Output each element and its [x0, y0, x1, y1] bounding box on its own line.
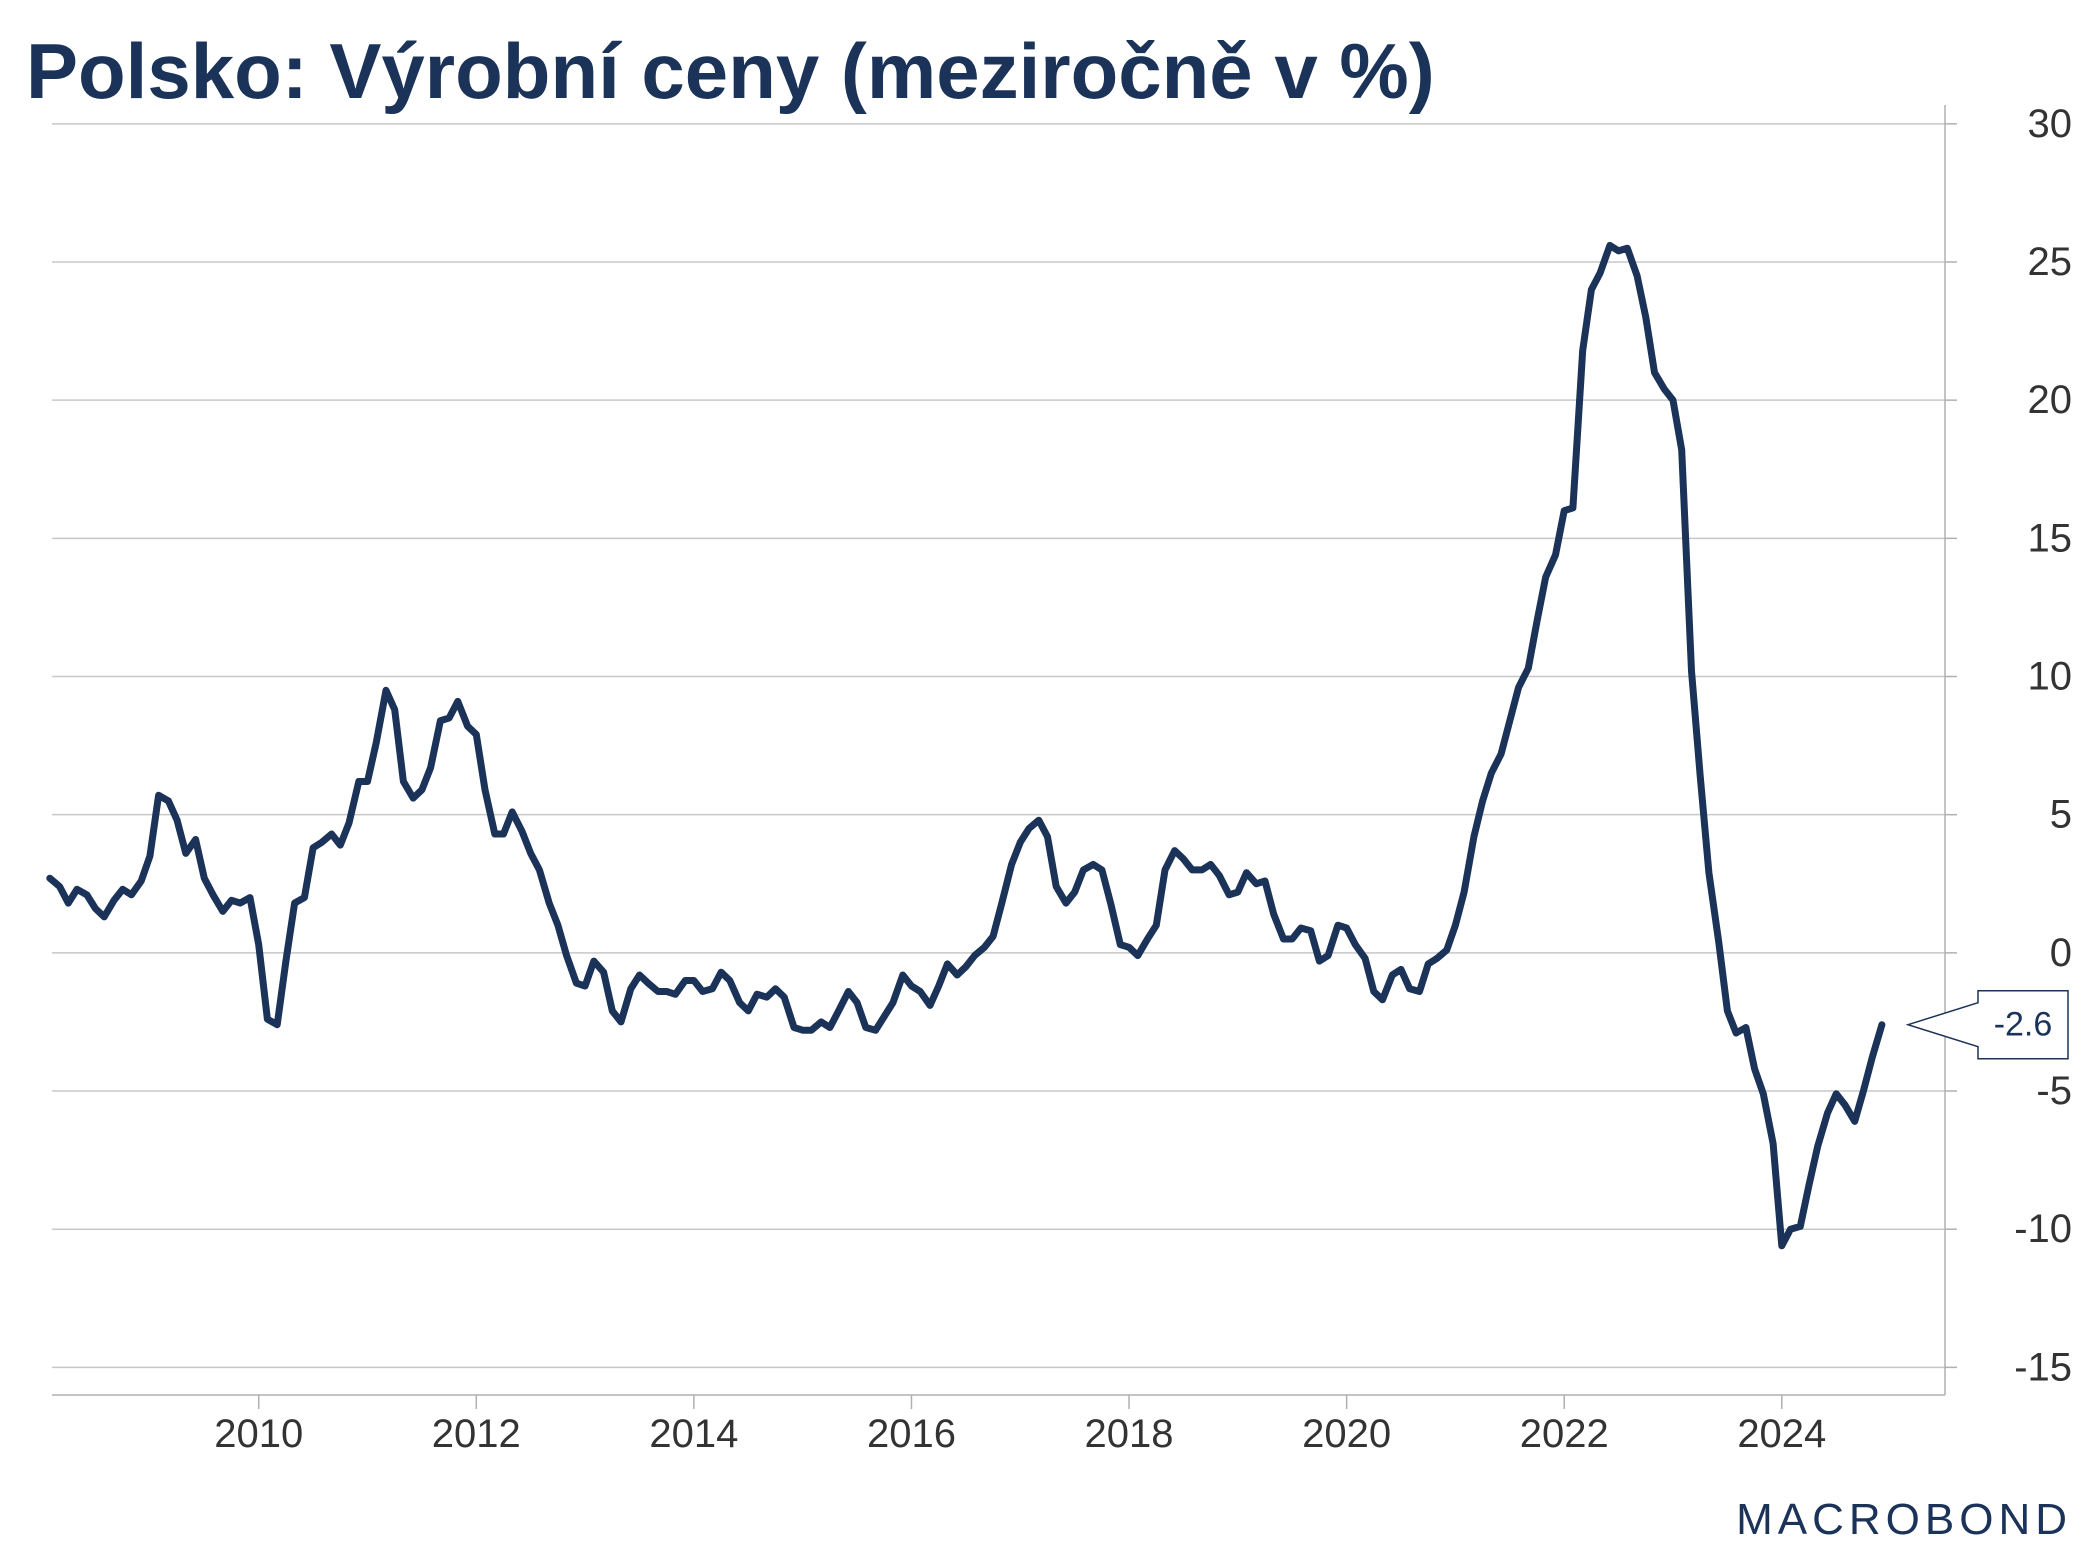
y-tick-label: 5 [2050, 793, 2072, 837]
y-tick-label: 30 [2028, 102, 2073, 146]
chart-title: Polsko: Výrobní ceny (meziročně v %) [26, 27, 1435, 115]
x-tick-label: 2014 [649, 1412, 738, 1456]
x-tick-label: 2016 [867, 1412, 956, 1456]
y-tick-label: 0 [2050, 931, 2072, 975]
y-tick-labels: 30 25 20 15 10 5 0 -5 -10 -15 [2014, 102, 2072, 1390]
x-tick-labels: 2010 2012 2014 2016 2018 2020 2022 2024 [214, 1412, 1826, 1456]
x-tick-label: 2012 [432, 1412, 521, 1456]
x-tick-label: 2018 [1085, 1412, 1174, 1456]
last-value-callout-box [1905, 989, 2069, 1060]
axes [52, 105, 1957, 1409]
macrobond-logo-text: MACROBOND [1736, 1495, 2072, 1544]
y-tick-label: -10 [2014, 1207, 2072, 1251]
x-tick-label: 2022 [1520, 1412, 1609, 1456]
grid-lines [52, 123, 1945, 1369]
y-tick-label: 15 [2028, 516, 2073, 560]
y-tick-label: -5 [2036, 1069, 2072, 1113]
series-line [46, 241, 1886, 1250]
y-tick-label: 25 [2028, 240, 2073, 284]
y-tick-label: -15 [2014, 1345, 2072, 1389]
x-tick-label: 2020 [1302, 1412, 1391, 1456]
series-layer [46, 241, 1886, 1250]
macrobond-logo: MACROBOND [1736, 1495, 2072, 1544]
last-value-label: -2.6 [1994, 1006, 2053, 1044]
y-tick-label: 10 [2028, 655, 2073, 699]
x-tick-label: 2024 [1737, 1412, 1826, 1456]
y-tick-label: 20 [2028, 378, 2073, 422]
x-tick-label: 2010 [214, 1412, 303, 1456]
last-value-callout: -2.6 [1905, 989, 2069, 1060]
